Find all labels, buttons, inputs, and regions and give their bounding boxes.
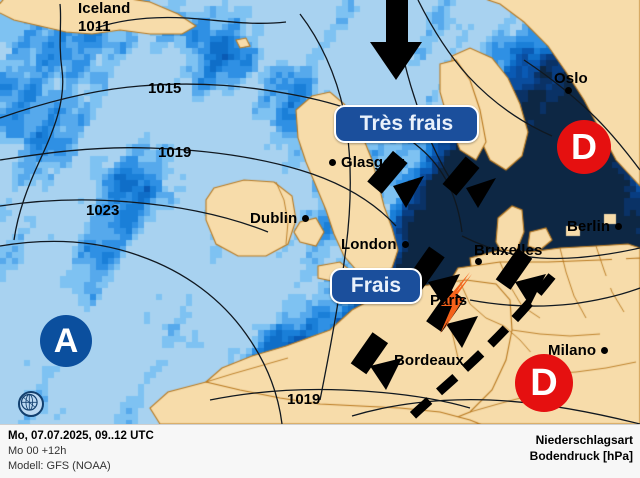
valid-time-text: Mo, 07.07.2025, 09..12 UTC bbox=[8, 430, 154, 442]
city-dot bbox=[435, 285, 442, 292]
city-label-glasgow: Glasgow bbox=[329, 154, 404, 171]
city-label-london: London bbox=[336, 236, 409, 253]
annotation-badge-frais[interactable]: Frais bbox=[330, 268, 422, 304]
model-name-text: Modell: GFS (NOAA) bbox=[8, 460, 111, 472]
footer-bar: Mo, 07.07.2025, 09..12 UTC Mo 00 +12h Mo… bbox=[0, 424, 640, 478]
city-label-berlin: Berlin bbox=[562, 218, 623, 235]
isobar-label-1011: 1011 bbox=[78, 18, 111, 35]
globe-compass-icon[interactable] bbox=[18, 391, 44, 417]
isobar-label-1019-south: 1019 bbox=[287, 391, 321, 408]
isobar-label-1015: 1015 bbox=[148, 80, 182, 97]
caption-precip-type: Niederschlagsart bbox=[535, 433, 633, 447]
city-dot bbox=[469, 357, 476, 364]
isobar-label-1019: 1019 bbox=[158, 144, 192, 161]
footer-info-block: Mo, 07.07.2025, 09..12 UTC Mo 00 +12h Mo… bbox=[8, 429, 154, 474]
weather-map[interactable]: Iceland Glasgow Dublin London Oslo Berli… bbox=[0, 0, 640, 424]
city-dot bbox=[329, 159, 336, 166]
city-dot bbox=[564, 87, 572, 94]
city-dot bbox=[475, 258, 482, 265]
city-dot bbox=[401, 241, 409, 248]
high-pressure-marker-atlantic[interactable]: A bbox=[40, 315, 92, 367]
annotation-badge-tres-frais[interactable]: Très frais bbox=[334, 105, 479, 143]
caption-surface-pressure: Bodendruck [hPa] bbox=[529, 449, 633, 463]
city-dot bbox=[615, 223, 623, 230]
isobar-label-1023: 1023 bbox=[86, 202, 120, 219]
low-pressure-marker-alps[interactable]: D bbox=[515, 354, 573, 412]
city-label-milano: Milano bbox=[543, 342, 609, 359]
city-label-iceland: Iceland bbox=[78, 0, 131, 17]
city-label-bordeaux: Bordeaux bbox=[389, 352, 476, 369]
footer-caption-block: Niederschlagsart Bodendruck [hPa] bbox=[530, 432, 633, 464]
city-dot bbox=[302, 215, 310, 222]
city-label-dublin: Dublin bbox=[250, 210, 310, 227]
city-label-bruxelles: Bruxelles bbox=[469, 242, 542, 265]
model-run-text: Mo 00 +12h bbox=[8, 445, 67, 457]
city-label-oslo: Oslo bbox=[549, 70, 588, 94]
city-dot bbox=[601, 347, 609, 354]
low-pressure-marker-scandinavia[interactable]: D bbox=[557, 120, 611, 174]
city-label-paris: Paris bbox=[430, 285, 467, 309]
